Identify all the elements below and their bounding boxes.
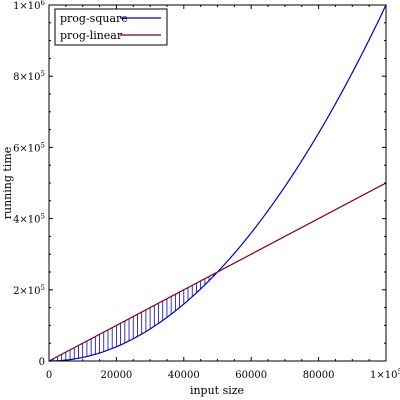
shaded-region — [52, 274, 214, 361]
y-tick-label: 0 — [39, 357, 45, 368]
plot-frame — [48, 4, 387, 362]
legend-box — [54, 8, 168, 46]
y-tick-label: 1×106 — [13, 0, 45, 12]
legend: prog-square prog-linear — [54, 8, 168, 46]
x-axis-end-label: 1×105 — [370, 368, 400, 381]
x-tick-label: 0 — [46, 370, 52, 381]
x-tick-label: 60000 — [235, 370, 267, 381]
x-tick-label: 80000 — [303, 370, 335, 381]
series-line-prog-linear — [48, 182, 387, 362]
x-tick-label: 40000 — [168, 370, 200, 381]
y-tick-label: 2×105 — [13, 284, 45, 297]
x-axis-ticks: 0 20000 40000 60000 80000 — [46, 5, 387, 381]
series-line-prog-square — [48, 4, 387, 362]
x-axis-label: input size — [190, 384, 244, 397]
y-tick-label: 8×105 — [13, 70, 45, 83]
series-lines — [48, 4, 387, 362]
legend-label-prog-linear: prog-linear — [60, 29, 123, 42]
y-tick-label: 4×105 — [13, 213, 45, 226]
y-axis-ticks: 0 2×105 4×105 6×105 8×105 1×106 — [13, 0, 386, 368]
y-tick-label: 6×105 — [13, 141, 45, 154]
y-axis-label: running time — [1, 147, 14, 220]
legend-label-prog-square: prog-square — [60, 12, 128, 25]
x-tick-label: 20000 — [100, 370, 132, 381]
